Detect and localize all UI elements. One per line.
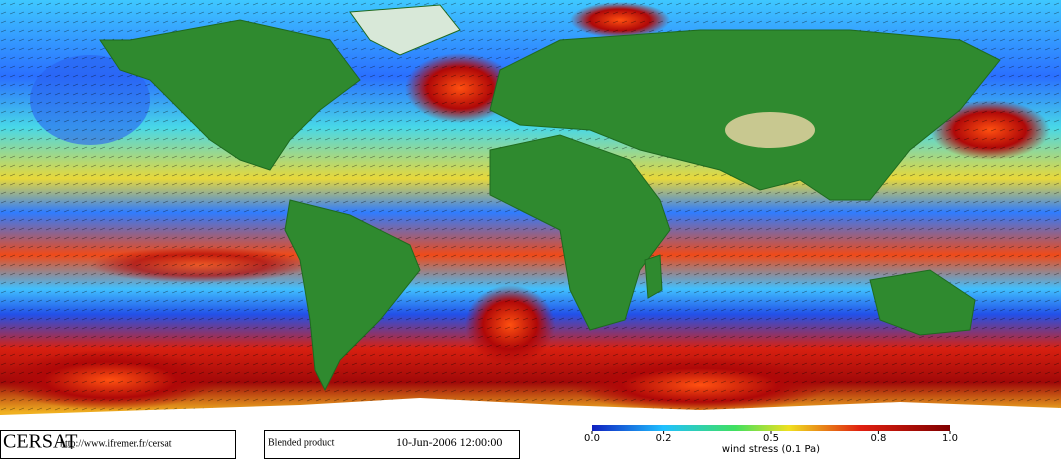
australia bbox=[869, 269, 976, 336]
logo: CERSAT bbox=[3, 431, 77, 453]
antarctica bbox=[0, 398, 1061, 425]
map-area bbox=[0, 0, 1061, 425]
greenland bbox=[349, 4, 461, 56]
colorbar-tick-label: 1.0 bbox=[942, 433, 958, 444]
footer: CERSAT http://www.ifremer.fr/cersat Blen… bbox=[0, 425, 950, 459]
colorbar-tick-label: 0.0 bbox=[584, 433, 600, 444]
madagascar bbox=[644, 254, 663, 299]
africa bbox=[489, 134, 671, 331]
tibet bbox=[725, 112, 815, 148]
north-america bbox=[99, 19, 361, 171]
url: http://www.ifremer.fr/cersat bbox=[60, 438, 172, 449]
product-box bbox=[264, 430, 520, 459]
product: Blended product bbox=[268, 437, 335, 448]
colorbar-tick-label: 0.8 bbox=[870, 433, 886, 444]
colorbar-tick-label: 0.5 bbox=[763, 433, 779, 444]
logo-box bbox=[0, 430, 236, 459]
continents bbox=[99, 4, 1001, 392]
colorbar bbox=[592, 425, 950, 431]
colorbar-tick-label: 0.2 bbox=[656, 433, 672, 444]
date: 10-Jun-2006 12:00:00 bbox=[396, 435, 502, 449]
eurasia bbox=[489, 29, 1001, 201]
south-america bbox=[284, 199, 421, 392]
colorbar-label: wind stress (0.1 Pa) bbox=[722, 444, 820, 455]
